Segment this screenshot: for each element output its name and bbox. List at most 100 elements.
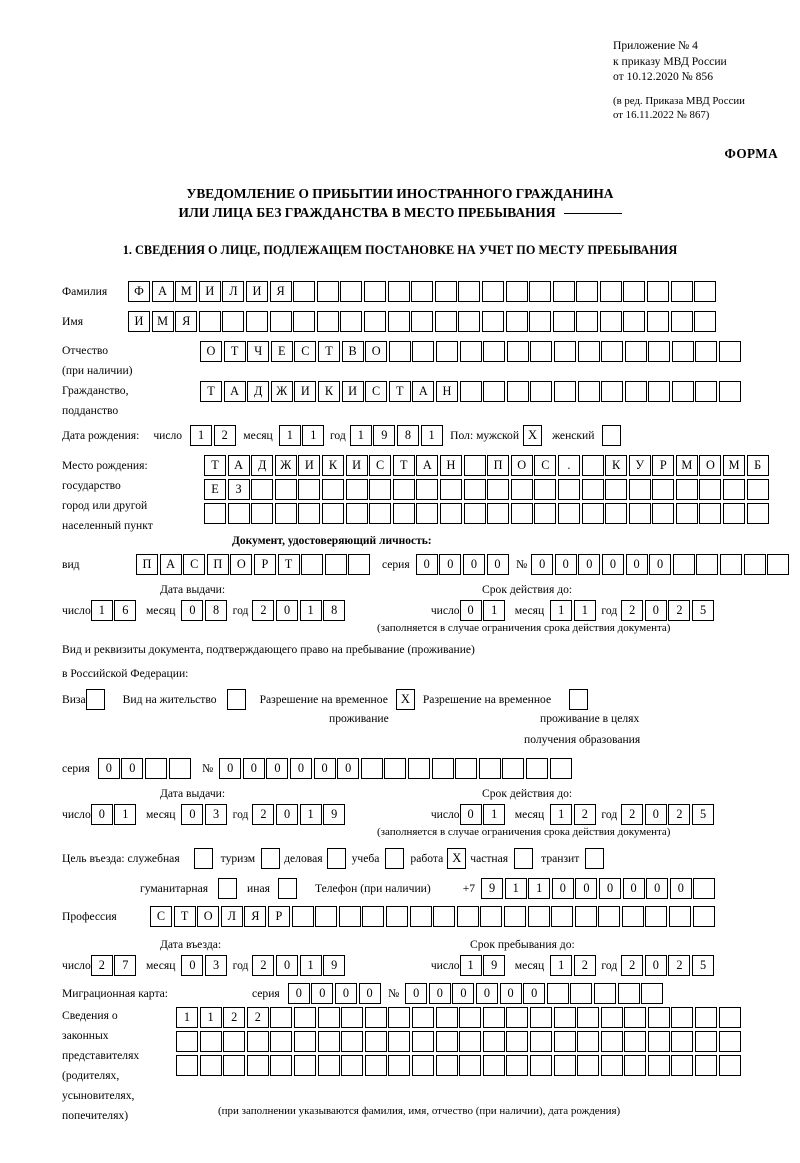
char-cell[interactable]: [321, 503, 344, 524]
char-cell[interactable]: 0: [405, 983, 428, 1004]
char-cell[interactable]: [435, 1055, 458, 1076]
char-cell[interactable]: 0: [358, 983, 381, 1004]
char-cell[interactable]: [502, 758, 525, 779]
char-cell[interactable]: [274, 479, 297, 500]
purpose-humanitarian-checkbox[interactable]: [218, 878, 238, 899]
char-cell[interactable]: [223, 1031, 246, 1052]
char-cell[interactable]: [411, 311, 434, 332]
char-cell[interactable]: С: [294, 341, 317, 362]
char-cell[interactable]: [434, 311, 457, 332]
char-cell[interactable]: 0: [276, 600, 299, 621]
legal-reps-row3-input[interactable]: [176, 1055, 742, 1076]
char-cell[interactable]: [348, 554, 371, 575]
char-cell[interactable]: [245, 311, 268, 332]
char-cell[interactable]: [387, 311, 410, 332]
char-cell[interactable]: 5: [692, 804, 715, 825]
char-cell[interactable]: [298, 479, 321, 500]
char-cell[interactable]: [746, 479, 769, 500]
char-cell[interactable]: 8: [323, 600, 346, 621]
char-cell[interactable]: [270, 1031, 293, 1052]
char-cell[interactable]: [204, 503, 226, 524]
char-cell[interactable]: П: [136, 554, 158, 575]
char-cell[interactable]: [291, 906, 314, 927]
char-cell[interactable]: [416, 503, 439, 524]
char-cell[interactable]: 2: [252, 955, 275, 976]
char-cell[interactable]: 0: [669, 878, 692, 899]
char-cell[interactable]: М: [175, 281, 198, 302]
char-cell[interactable]: 0: [486, 554, 509, 575]
char-cell[interactable]: [144, 758, 167, 779]
char-cell[interactable]: [670, 281, 693, 302]
char-cell[interactable]: 9: [483, 955, 506, 976]
char-cell[interactable]: 2: [621, 955, 644, 976]
char-cell[interactable]: [412, 341, 435, 362]
char-cell[interactable]: [695, 1031, 718, 1052]
char-cell[interactable]: [411, 1055, 434, 1076]
char-cell[interactable]: [316, 281, 339, 302]
char-cell[interactable]: О: [365, 341, 388, 362]
char-cell[interactable]: [387, 281, 410, 302]
char-cell[interactable]: [463, 503, 486, 524]
char-cell[interactable]: [506, 1055, 529, 1076]
char-cell[interactable]: 0: [578, 554, 601, 575]
char-cell[interactable]: [719, 381, 742, 402]
char-cell[interactable]: 8: [396, 425, 419, 446]
char-cell[interactable]: [459, 1055, 482, 1076]
char-cell[interactable]: О: [200, 341, 222, 362]
char-cell[interactable]: К: [605, 455, 628, 476]
char-cell[interactable]: [718, 1031, 741, 1052]
char-cell[interactable]: [506, 1031, 529, 1052]
char-cell[interactable]: [623, 311, 646, 332]
char-cell[interactable]: [270, 1007, 293, 1028]
char-cell[interactable]: 0: [644, 600, 667, 621]
char-cell[interactable]: В: [341, 341, 364, 362]
char-cell[interactable]: [670, 311, 693, 332]
char-cell[interactable]: 0: [649, 554, 672, 575]
char-cell[interactable]: Л: [220, 906, 243, 927]
char-cell[interactable]: [480, 906, 503, 927]
char-cell[interactable]: [338, 906, 361, 927]
char-cell[interactable]: [598, 906, 621, 927]
char-cell[interactable]: [553, 1055, 576, 1076]
char-cell[interactable]: Д: [251, 455, 274, 476]
char-cell[interactable]: [431, 758, 454, 779]
char-cell[interactable]: 1: [573, 600, 596, 621]
char-cell[interactable]: [624, 341, 647, 362]
char-cell[interactable]: 9: [323, 804, 346, 825]
char-cell[interactable]: 0: [531, 554, 554, 575]
char-cell[interactable]: [411, 1007, 434, 1028]
char-cell[interactable]: С: [534, 455, 557, 476]
char-cell[interactable]: 1: [459, 955, 482, 976]
char-cell[interactable]: 1: [550, 600, 573, 621]
char-cell[interactable]: [385, 906, 408, 927]
char-cell[interactable]: Ж: [274, 455, 297, 476]
char-cell[interactable]: 1: [299, 804, 322, 825]
char-cell[interactable]: [574, 906, 597, 927]
char-cell[interactable]: 0: [90, 804, 113, 825]
sex-female-checkbox[interactable]: [602, 425, 622, 446]
char-cell[interactable]: [510, 503, 533, 524]
char-cell[interactable]: [529, 1055, 552, 1076]
char-cell[interactable]: 0: [462, 554, 485, 575]
char-cell[interactable]: Т: [277, 554, 300, 575]
char-cell[interactable]: Т: [223, 341, 246, 362]
char-cell[interactable]: 1: [278, 425, 301, 446]
char-cell[interactable]: Н: [439, 455, 462, 476]
char-cell[interactable]: [577, 1031, 600, 1052]
char-cell[interactable]: [624, 381, 647, 402]
char-cell[interactable]: Т: [388, 381, 411, 402]
char-cell[interactable]: 1: [550, 955, 573, 976]
char-cell[interactable]: [553, 381, 576, 402]
char-cell[interactable]: 0: [334, 983, 357, 1004]
char-cell[interactable]: [600, 1031, 623, 1052]
char-cell[interactable]: [340, 281, 363, 302]
